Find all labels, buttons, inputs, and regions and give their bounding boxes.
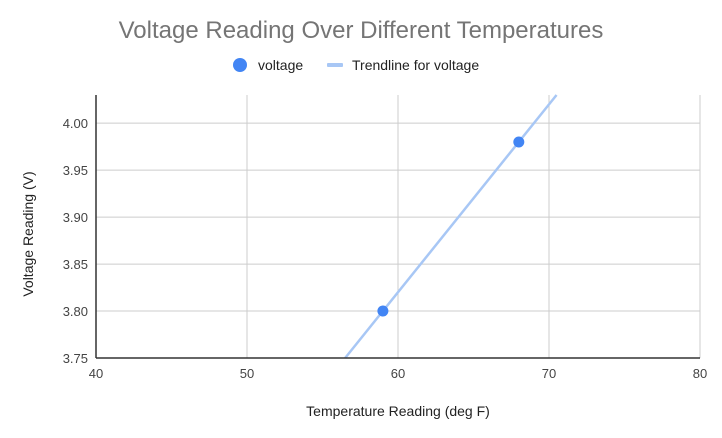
data-points	[377, 136, 525, 317]
legend-item-voltage[interactable]: voltage	[233, 57, 303, 73]
x-axis-title: Temperature Reading (deg F)	[306, 403, 490, 419]
legend-marker-voltage	[233, 58, 247, 72]
y-tick-label: 3.90	[63, 210, 88, 225]
y-tick-label: 4.00	[63, 116, 88, 131]
data-point-voltage[interactable]	[513, 136, 525, 148]
legend-label-voltage: voltage	[258, 57, 303, 73]
x-tick-label: 50	[240, 366, 254, 381]
gridlines	[96, 95, 701, 358]
trendline-voltage	[344, 94, 558, 359]
y-axis-title: Voltage Reading (V)	[20, 171, 36, 296]
legend: voltage Trendline for voltage	[233, 57, 479, 73]
trendline-layer	[344, 94, 558, 359]
legend-item-trendline[interactable]: Trendline for voltage	[327, 57, 479, 73]
x-tick-label: 80	[693, 366, 707, 381]
tick-labels: 40 50 60 70 80 3.75 3.80 3.85 3.90 3.95 4.00	[63, 116, 708, 381]
legend-label-trendline: Trendline for voltage	[352, 57, 479, 73]
legend-marker-trendline	[327, 63, 343, 67]
y-tick-label: 3.85	[63, 257, 88, 272]
x-tick-label: 60	[391, 366, 405, 381]
axes	[95, 95, 700, 359]
x-tick-label: 70	[542, 366, 556, 381]
x-tick-label: 40	[89, 366, 103, 381]
chart-title: Voltage Reading Over Different Temperatu…	[119, 17, 604, 44]
y-tick-label: 3.75	[63, 351, 88, 366]
y-tick-label: 3.80	[63, 304, 88, 319]
y-tick-label: 3.95	[63, 163, 88, 178]
data-point-voltage[interactable]	[377, 305, 389, 317]
